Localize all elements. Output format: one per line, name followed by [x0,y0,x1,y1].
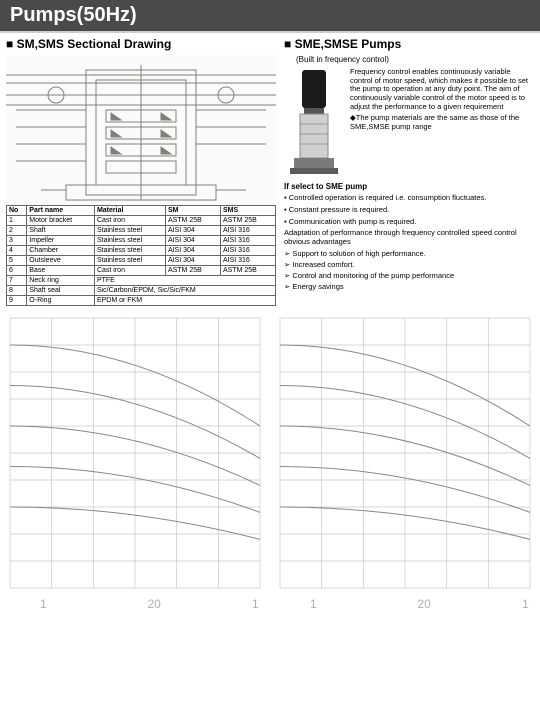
col-sms: SMS [220,206,275,216]
bullet-item: Controlled operation is required i.e. co… [284,193,534,203]
table-row: 1Motor bracketCast ironASTM 25BASTM 25B [7,216,276,226]
bullet-item: Constant pressure is required. [284,205,534,215]
svg-text:1: 1 [522,597,529,611]
page-header: Pumps(50Hz) [0,0,540,33]
sectional-drawing [6,55,276,205]
charts-area: 1 20 1 1 20 1 [0,308,540,618]
adaptation-text: Adaptation of performance through freque… [284,228,534,246]
svg-text:1: 1 [310,597,317,611]
arrow-item: Energy savings [284,282,534,292]
col-part: Part name [27,206,95,216]
svg-text:20: 20 [418,597,432,611]
chart-left: 1 20 1 [0,308,270,618]
table-row: 2ShaftStainless steelAISI 304AISI 316 [7,226,276,236]
main-content: SM,SMS Sectional Drawing [0,33,540,308]
col-sm: SM [165,206,220,216]
svg-text:1: 1 [252,597,259,611]
table-row: 4ChamberStainless steelAISI 304AISI 316 [7,246,276,256]
right-column: SME,SMSE Pumps (Built in frequency contr… [284,37,534,306]
intro-paragraph: Frequency control enables continuously v… [350,68,534,111]
table-header-row: No Part name Material SM SMS [7,206,276,216]
pump-intro-row: Frequency control enables continuously v… [284,68,534,178]
svg-text:1: 1 [40,597,47,611]
table-row: 6BaseCast ironASTM 25BASTM 25B [7,266,276,276]
col-no: No [7,206,27,216]
arrow-item: Control and monitoring of the pump perfo… [284,271,534,281]
table-row: 8Shaft sealSic/Carbon/EPDM, Sic/Sic/FKM [7,286,276,296]
left-column: SM,SMS Sectional Drawing [6,37,276,306]
col-material: Material [94,206,165,216]
right-subtitle: (Built in frequency control) [296,55,534,64]
table-row: 3ImpellerStainless steelAISI 304AISI 316 [7,236,276,246]
diamond-note: The pump materials are the same as those… [350,114,534,131]
arrow-item: Support to solution of high performance. [284,249,534,259]
select-heading: If select to SME pump [284,182,534,191]
right-section-title: SME,SMSE Pumps [284,37,534,51]
page-title: Pumps(50Hz) [10,4,137,26]
parts-table: No Part name Material SM SMS 1Motor brac… [6,205,276,306]
arrow-item: Increased comfort. [284,260,534,270]
bullet-item: Communication with pump is required. [284,217,534,227]
pump-image [284,68,344,178]
chart-right: 1 20 1 [270,308,540,618]
left-section-title: SM,SMS Sectional Drawing [6,37,276,51]
table-row: 9O-RingEPDM or FKM [7,296,276,306]
table-row: 7Neck ringPTFE [7,276,276,286]
pump-intro-text: Frequency control enables continuously v… [350,68,534,178]
table-row: 5OutsleeveStainless steelAISI 304AISI 31… [7,256,276,266]
svg-text:20: 20 [148,597,162,611]
